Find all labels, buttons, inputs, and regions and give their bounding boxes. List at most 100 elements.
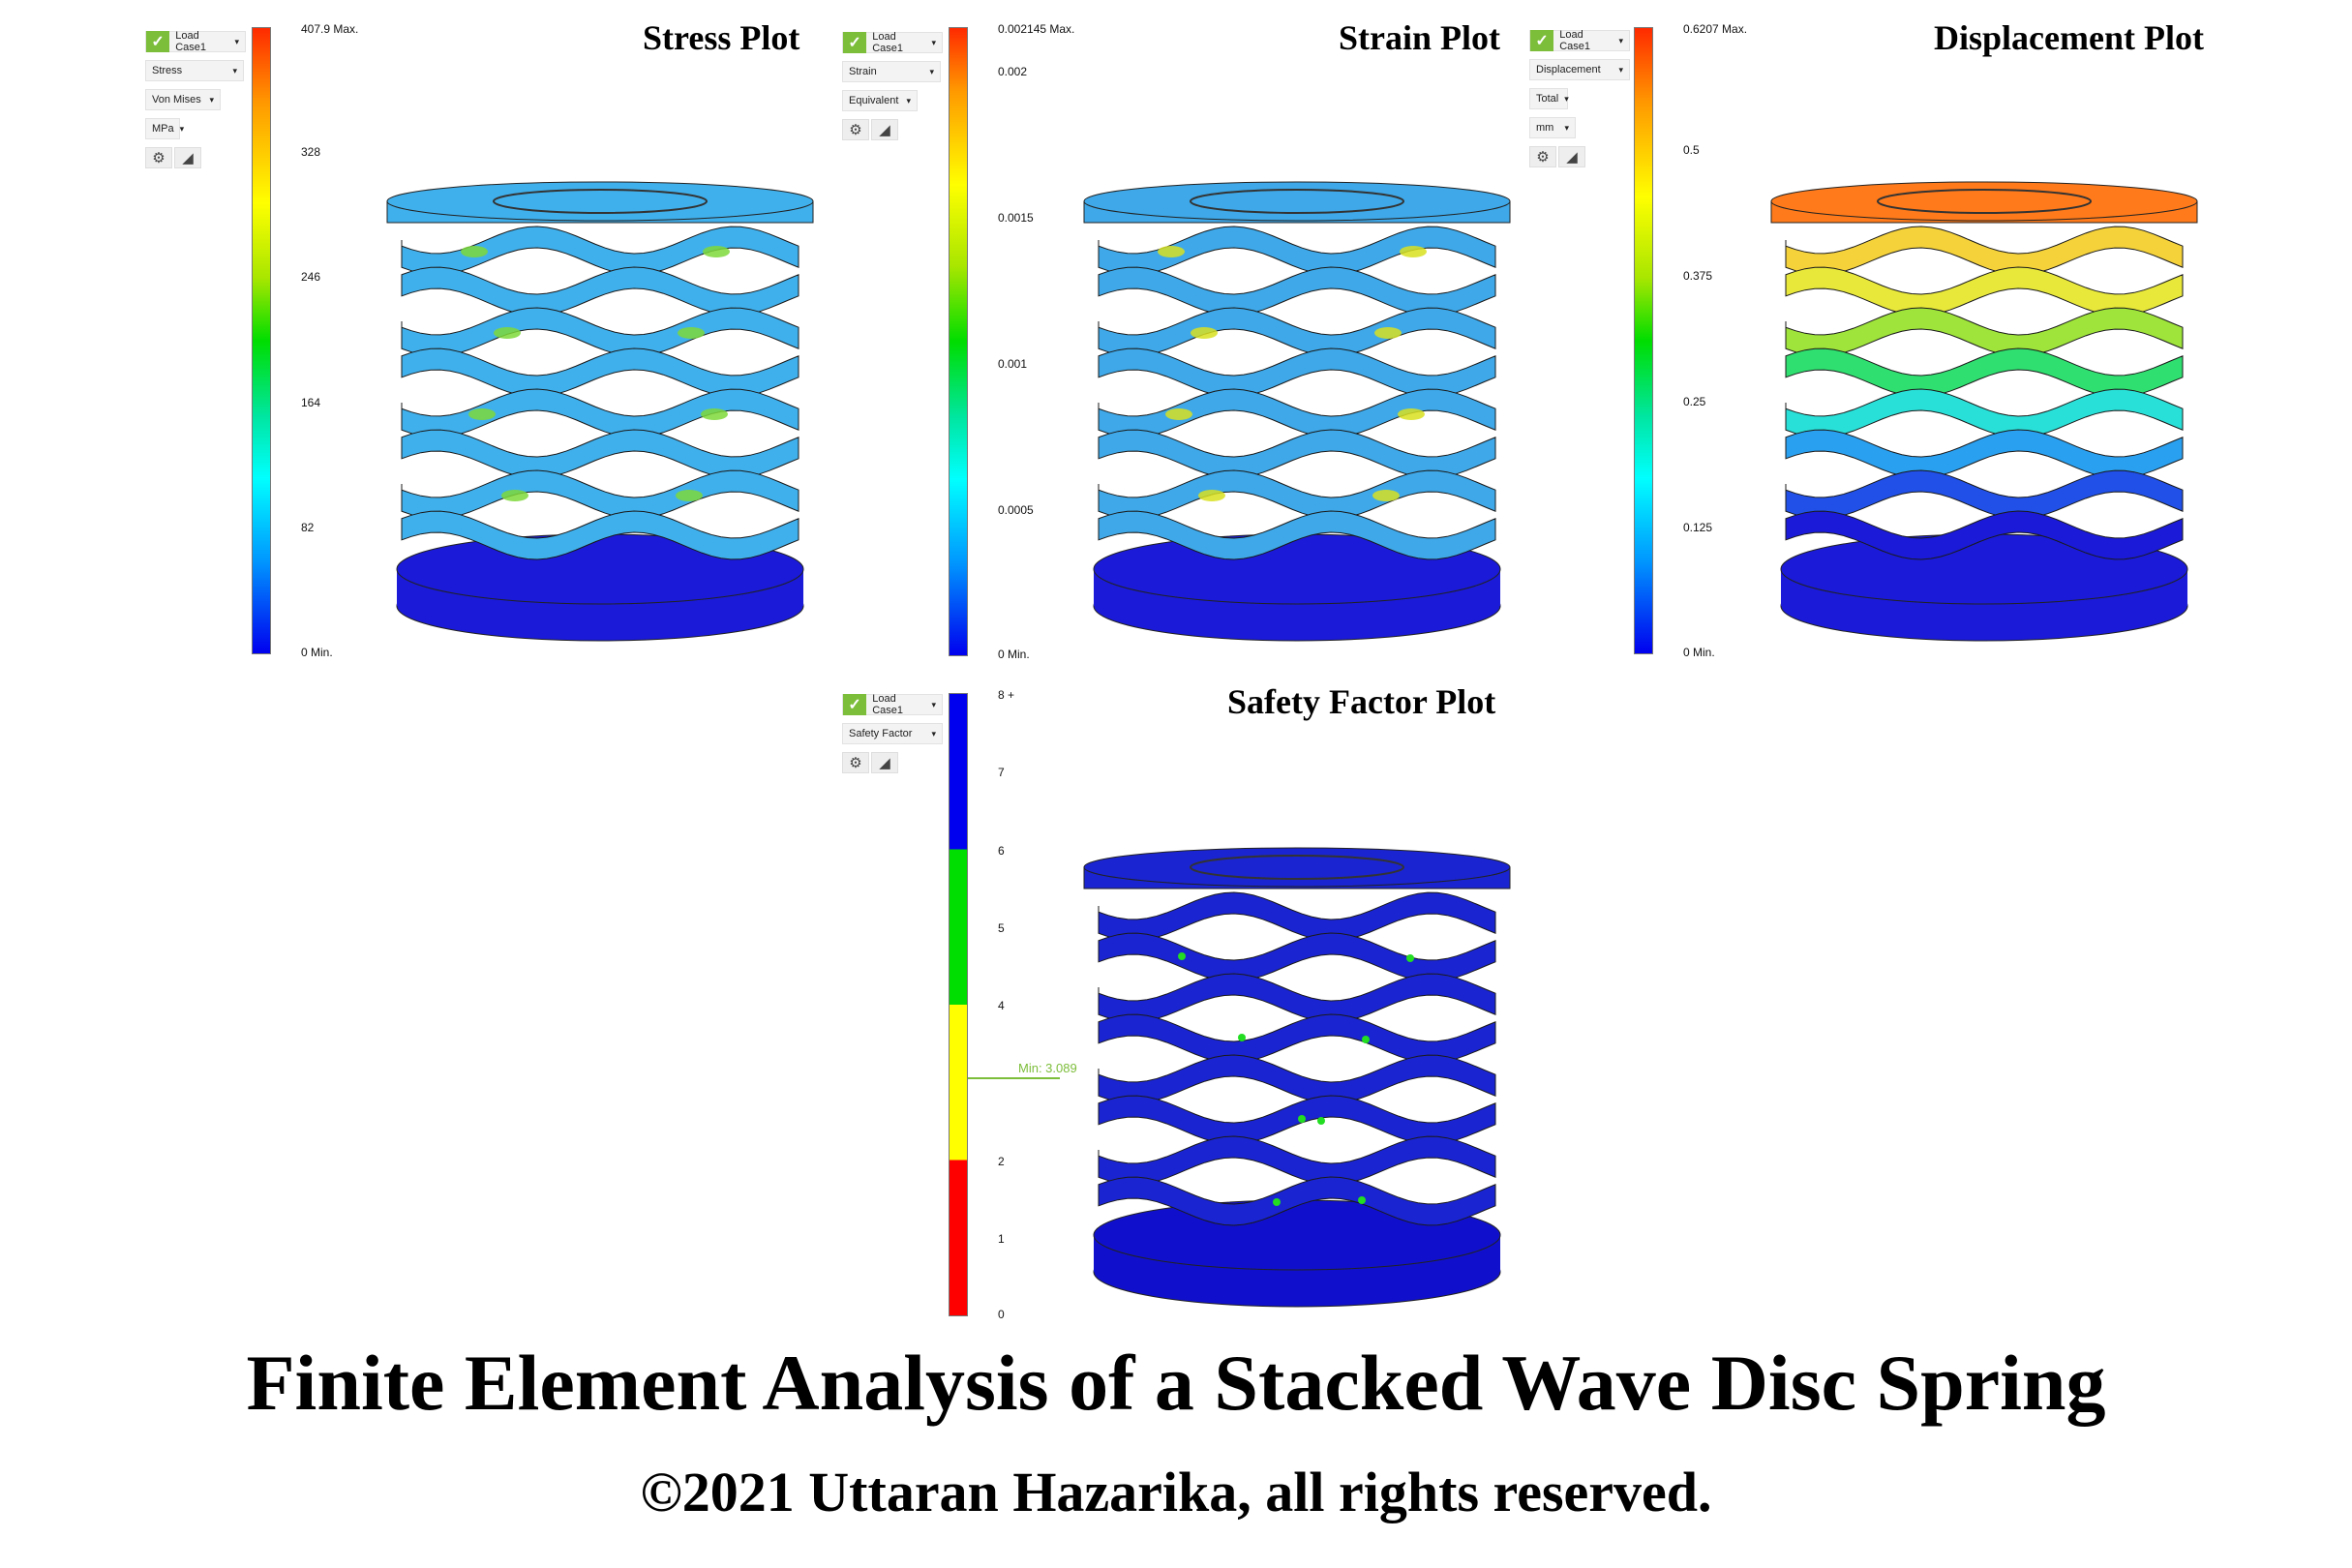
min-marker-label: Min: 3.089 — [1018, 1061, 1077, 1075]
gear-icon[interactable]: ⚙ — [842, 752, 869, 773]
page-title: Finite Element Analysis of a Stacked Wav… — [246, 1339, 2106, 1427]
check-icon: ✓ — [843, 32, 867, 53]
result-type-dropdown[interactable]: Stress ▾ — [145, 60, 244, 81]
low-safety-spot — [1273, 1198, 1281, 1206]
chevron-down-icon: ▾ — [931, 699, 936, 709]
result-type-label: Displacement — [1536, 64, 1601, 75]
load-case-dropdown[interactable]: ✓ Load Case1 ▾ — [145, 30, 246, 53]
strain-color-bar — [949, 27, 968, 656]
wave-disc-layer — [1098, 891, 1496, 942]
chevron-down-icon: ▾ — [1564, 93, 1569, 104]
load-case-dropdown[interactable]: ✓ Load Case1 ▾ — [1529, 29, 1630, 52]
units-dropdown[interactable]: MPa ▾ — [145, 118, 184, 139]
stress-spring-model — [386, 181, 814, 642]
legend-tick: 1 — [998, 1232, 1005, 1246]
wave-disc-layer — [1785, 226, 2184, 276]
stress-hotspot — [678, 327, 705, 339]
wave-disc-layer — [401, 388, 799, 438]
low-safety-spot — [1298, 1115, 1306, 1123]
result-type-label: Stress — [152, 65, 183, 76]
legend-tick: 0.6207 Max. — [1683, 22, 1748, 36]
chevron-down-icon: ▾ — [1618, 35, 1623, 45]
legend-tick: 246 — [301, 270, 321, 284]
stress-hotspot — [1398, 408, 1425, 420]
spring-top-ring — [1083, 181, 1511, 222]
chevron-down-icon: ▾ — [931, 728, 936, 739]
result-type-label: Strain — [849, 66, 877, 77]
legend-tick: 407.9 Max. — [301, 22, 359, 36]
legend-tick: 164 — [301, 396, 321, 409]
wave-disc-layer — [1785, 307, 2184, 357]
legend-tick: 7 — [998, 766, 1005, 779]
low-safety-spot — [1178, 952, 1186, 960]
result-type-dropdown[interactable]: Strain ▾ — [842, 61, 941, 82]
wave-disc-layer — [401, 226, 799, 276]
spring-top-ring — [1083, 847, 1511, 888]
result-subtype-label: Equivalent — [849, 95, 899, 106]
result-subtype-dropdown[interactable]: Equivalent ▾ — [842, 90, 918, 111]
legend-tick: 2 — [998, 1155, 1005, 1168]
legend-tools: ⚙ ◢ — [1529, 146, 1585, 167]
stress-hotspot — [461, 246, 488, 257]
spring-top-ring — [386, 181, 814, 222]
load-case-label: Load Case1 — [1559, 29, 1591, 52]
result-subtype-label: Von Mises — [152, 94, 201, 106]
stress-hotspot — [676, 490, 703, 501]
gear-icon[interactable]: ⚙ — [842, 119, 869, 140]
wave-disc-layer — [1098, 1176, 1496, 1226]
wave-disc-layer — [401, 307, 799, 357]
legend-tick: 0 Min. — [998, 648, 1030, 661]
stress-hotspot — [1165, 408, 1192, 420]
legend-tick: 0.001 — [998, 357, 1028, 371]
chevron-down-icon: ▾ — [906, 95, 911, 106]
low-safety-spot — [1362, 1036, 1370, 1043]
legend-tick: 0 — [998, 1308, 1005, 1321]
load-case-dropdown[interactable]: ✓ Load Case1 ▾ — [842, 693, 943, 716]
legend-tick: 0.375 — [1683, 269, 1713, 283]
stress-hotspot — [701, 408, 728, 420]
check-icon: ✓ — [1530, 30, 1554, 51]
load-case-dropdown[interactable]: ✓ Load Case1 ▾ — [842, 31, 943, 54]
legend-tick: 4 — [998, 999, 1005, 1012]
units-label: MPa — [152, 123, 174, 135]
wave-disc-layer — [1098, 469, 1496, 520]
legend-tick: 0.002145 Max. — [998, 22, 1075, 36]
result-subtype-dropdown[interactable]: Von Mises ▾ — [145, 89, 221, 110]
safety-color-bar — [949, 693, 968, 1316]
legend-tick: 8 + — [998, 688, 1015, 702]
legend-options-icon[interactable]: ◢ — [1558, 146, 1585, 167]
load-case-label: Load Case1 — [872, 31, 904, 54]
chevron-down-icon: ▾ — [209, 94, 214, 105]
legend-options-icon[interactable]: ◢ — [871, 752, 898, 773]
stress-hotspot — [494, 327, 521, 339]
legend-options-icon[interactable]: ◢ — [871, 119, 898, 140]
safety-plot-title: Safety Factor Plot — [1227, 682, 1496, 721]
low-safety-spot — [1317, 1117, 1325, 1125]
legend-options-icon[interactable]: ◢ — [174, 147, 201, 168]
stress-hotspot — [1400, 246, 1427, 257]
legend-tick: 0.0015 — [998, 211, 1034, 225]
result-type-label: Safety Factor — [849, 728, 913, 739]
gear-icon[interactable]: ⚙ — [1529, 146, 1556, 167]
units-dropdown[interactable]: mm ▾ — [1529, 117, 1576, 138]
stress-color-bar — [252, 27, 271, 654]
legend-tick: 0 Min. — [301, 646, 333, 659]
wave-disc-layer — [1098, 510, 1496, 560]
chevron-down-icon: ▾ — [234, 36, 239, 46]
result-type-dropdown[interactable]: Displacement ▾ — [1529, 59, 1630, 80]
legend-tick: 6 — [998, 844, 1005, 858]
check-icon: ✓ — [146, 31, 170, 52]
copyright-notice: ©2021 Uttaran Hazarika, all rights reser… — [640, 1461, 1712, 1523]
chevron-down-icon: ▾ — [232, 65, 237, 75]
legend-tick: 0.5 — [1683, 143, 1700, 157]
wave-disc-layer — [1785, 469, 2184, 520]
wave-disc-layer — [1098, 388, 1496, 438]
strain-plot-title: Strain Plot — [1339, 18, 1500, 57]
chevron-down-icon: ▾ — [929, 66, 934, 76]
result-type-dropdown[interactable]: Safety Factor ▾ — [842, 723, 943, 744]
stress-hotspot — [1372, 490, 1400, 501]
result-subtype-dropdown[interactable]: Total ▾ — [1529, 88, 1569, 109]
gear-icon[interactable]: ⚙ — [145, 147, 172, 168]
safety-spring-model — [1083, 847, 1511, 1308]
wave-disc-layer — [401, 469, 799, 520]
